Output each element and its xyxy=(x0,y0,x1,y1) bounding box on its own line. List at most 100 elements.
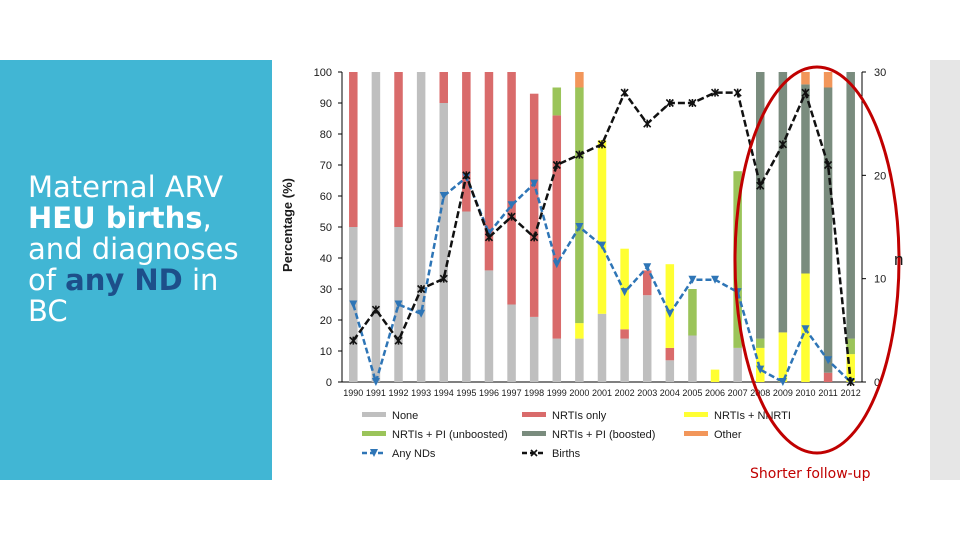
x-tick-label: 2005 xyxy=(682,388,702,398)
legend-label: Any NDs xyxy=(392,448,436,460)
x-tick-label: 1992 xyxy=(389,388,409,398)
births-marker xyxy=(507,212,516,221)
bar-segment xyxy=(778,332,788,382)
any-nds-marker xyxy=(439,192,448,200)
y-axis-label: Percentage (%) xyxy=(280,178,295,272)
bar-segment xyxy=(846,72,855,339)
bar-segment xyxy=(756,338,765,348)
y-tick-label: 30 xyxy=(320,284,332,296)
bar-segment xyxy=(575,338,584,382)
legend-swatch xyxy=(522,412,546,417)
legend-label: None xyxy=(392,410,418,422)
bar-segment xyxy=(620,338,629,382)
title-line-5: BC xyxy=(28,294,68,328)
title-line-1: Maternal ARV xyxy=(28,170,224,204)
any-nds-marker xyxy=(575,223,584,231)
y-tick-label: 60 xyxy=(320,191,332,203)
x-tick-label: 1990 xyxy=(343,388,363,398)
x-tick-label: 1997 xyxy=(502,388,522,398)
slide-title: Maternal ARV HEU births, and diagnoses o… xyxy=(28,172,268,327)
births-marker xyxy=(484,233,494,242)
x-tick-label: 1994 xyxy=(434,388,454,398)
y-tick-label: 50 xyxy=(320,222,332,234)
y-tick-label: 90 xyxy=(320,98,332,110)
any-nds-line xyxy=(352,175,852,387)
any-nds-marker xyxy=(530,179,539,188)
bar-segment xyxy=(688,335,697,382)
y-tick-label: 10 xyxy=(320,346,332,358)
births-marker xyxy=(620,88,629,97)
bar-segment xyxy=(529,316,539,382)
bar-segment xyxy=(823,87,833,373)
births-marker xyxy=(552,160,561,170)
bar-segment xyxy=(394,72,403,227)
bar-segment xyxy=(733,171,742,348)
x-tick-label: 2012 xyxy=(841,388,861,398)
births-marker xyxy=(530,233,539,242)
legend-label: NRTIs + PI (boosted) xyxy=(552,429,655,441)
births-marker xyxy=(846,377,855,387)
any-nds-marker xyxy=(394,300,403,309)
bar-segment xyxy=(575,72,584,88)
right-strip xyxy=(930,60,960,480)
births-marker xyxy=(439,274,448,283)
bar-segment xyxy=(529,93,539,317)
any-nds-marker xyxy=(824,356,833,365)
any-nds-marker xyxy=(598,241,606,250)
any-nds-marker xyxy=(688,275,697,284)
bar-segment xyxy=(597,313,607,382)
legend-swatch xyxy=(684,431,708,436)
x-tick-label: 2011 xyxy=(818,388,837,398)
bar-segment xyxy=(439,72,448,103)
any-nds-marker xyxy=(643,263,652,272)
any-nds-marker xyxy=(417,309,426,318)
x-tick-label: 2002 xyxy=(615,388,635,398)
births-marker xyxy=(824,160,833,170)
bar-segment xyxy=(507,304,516,382)
bar-segment xyxy=(349,72,358,227)
bar-segment xyxy=(552,87,562,116)
bar-segment xyxy=(665,264,675,348)
y2-tick-label: 10 xyxy=(874,274,886,286)
bar-segment xyxy=(462,211,471,382)
bar-segment xyxy=(597,140,607,314)
births-marker xyxy=(371,305,380,314)
x-tick-label: 1996 xyxy=(479,388,499,398)
legend-swatch xyxy=(684,412,708,417)
bar-segment xyxy=(552,115,562,339)
births-marker xyxy=(665,98,674,108)
births-marker xyxy=(597,140,607,149)
highlight-ellipse xyxy=(733,65,901,455)
x-tick-label: 2008 xyxy=(750,388,770,398)
bar-segment xyxy=(801,84,810,274)
bar-segment xyxy=(507,72,516,305)
bar-segment xyxy=(823,372,833,382)
stray-n-label: n xyxy=(894,250,903,269)
legend-swatch xyxy=(362,412,386,417)
legend-label: NRTIs + PI (unboosted) xyxy=(392,429,508,441)
any-nds-marker xyxy=(371,378,380,386)
title-comma: , xyxy=(202,201,212,235)
any-nds-marker xyxy=(552,260,561,269)
x-tick-label: 2009 xyxy=(773,388,793,398)
legend-label: NRTIs + NNRTI xyxy=(714,410,791,422)
bar-segment xyxy=(665,347,675,361)
births-marker xyxy=(710,88,720,97)
legend-label: Other xyxy=(714,429,742,441)
legend-label: NRTIs only xyxy=(552,410,607,422)
any-nds-marker xyxy=(507,201,516,210)
births-marker xyxy=(417,284,426,294)
any-nds-marker xyxy=(756,365,765,374)
births-marker xyxy=(643,119,652,128)
bar-segment xyxy=(552,338,562,382)
any-nds-marker xyxy=(349,300,358,309)
births-marker xyxy=(575,150,584,159)
bar-segment xyxy=(642,295,652,382)
bar-segment xyxy=(823,72,833,88)
births-marker xyxy=(688,98,697,108)
bar-segment xyxy=(778,72,788,333)
title-line-2: HEU births, xyxy=(28,203,268,234)
any-nds-marker xyxy=(711,275,720,284)
x-tick-label: 2001 xyxy=(592,388,612,398)
